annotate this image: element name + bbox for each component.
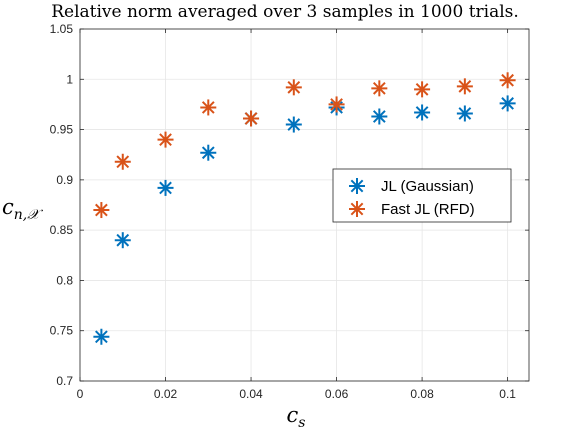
legend: JL (Gaussian) Fast JL (RFD) (332, 168, 512, 223)
point-jl-gaussian (499, 95, 516, 112)
y-axis-label: cn,𝒳 (2, 195, 43, 223)
y-tick-label: 0.75 (50, 324, 74, 338)
legend-marker-fast-jl-rfd (349, 201, 365, 217)
point-fast-jl-rfd (243, 110, 260, 127)
point-fast-jl-rfd (371, 80, 388, 97)
point-jl-gaussian (200, 144, 217, 161)
point-fast-jl-rfd (114, 153, 131, 170)
x-axis-label-base: c (287, 403, 299, 427)
x-axis-label: cs (287, 403, 306, 430)
legend-label-fast-jl-rfd: Fast JL (RFD) (381, 201, 475, 218)
y-tick-label: 0.95 (50, 123, 74, 137)
x-tick-label: 0.04 (239, 387, 263, 401)
legend-asterisk-icon (349, 201, 365, 217)
y-tick-label: 1.05 (50, 22, 74, 36)
point-fast-jl-rfd (328, 96, 345, 113)
point-jl-gaussian (157, 179, 174, 196)
plot-area (79, 28, 530, 382)
y-tick-label: 0.85 (50, 223, 74, 237)
y-tick-label: 1 (66, 72, 73, 86)
y-axis-label-base: c (2, 195, 14, 219)
point-jl-gaussian (456, 105, 473, 122)
point-fast-jl-rfd (285, 79, 302, 96)
y-tick-label: 0.7 (56, 374, 73, 388)
legend-marker-jl-gaussian (349, 178, 365, 194)
y-tick-label: 0.9 (56, 173, 73, 187)
x-tick-label: 0.06 (325, 387, 349, 401)
point-fast-jl-rfd (157, 131, 174, 148)
x-tick-label: 0.1 (499, 387, 516, 401)
x-tick-label: 0.08 (410, 387, 434, 401)
y-axis-label-sub: n,𝒳 (14, 207, 43, 223)
point-fast-jl-rfd (456, 78, 473, 95)
axis-ticks: 0 0.02 0.04 0.06 0.08 0.1 0.7 0.75 0.8 0.85 0.9 0.9… (50, 22, 529, 401)
y-tick-label: 0.8 (56, 273, 73, 287)
legend-box (332, 168, 512, 223)
x-axis-label-sub: s (298, 415, 305, 430)
point-jl-gaussian (93, 328, 110, 345)
point-fast-jl-rfd (200, 99, 217, 116)
chart-title: Relative norm averaged over 3 samples in… (51, 2, 519, 22)
legend-label-jl-gaussian: JL (Gaussian) (381, 178, 474, 195)
data-points (93, 72, 516, 345)
point-fast-jl-rfd (93, 202, 110, 219)
point-fast-jl-rfd (414, 81, 431, 98)
point-jl-gaussian (114, 232, 131, 249)
point-jl-gaussian (285, 116, 302, 133)
x-tick-label: 0.02 (154, 387, 178, 401)
legend-asterisk-icon (349, 178, 365, 194)
point-jl-gaussian (371, 108, 388, 125)
point-jl-gaussian (414, 104, 431, 121)
x-tick-label: 0 (77, 387, 84, 401)
point-fast-jl-rfd (499, 72, 516, 89)
